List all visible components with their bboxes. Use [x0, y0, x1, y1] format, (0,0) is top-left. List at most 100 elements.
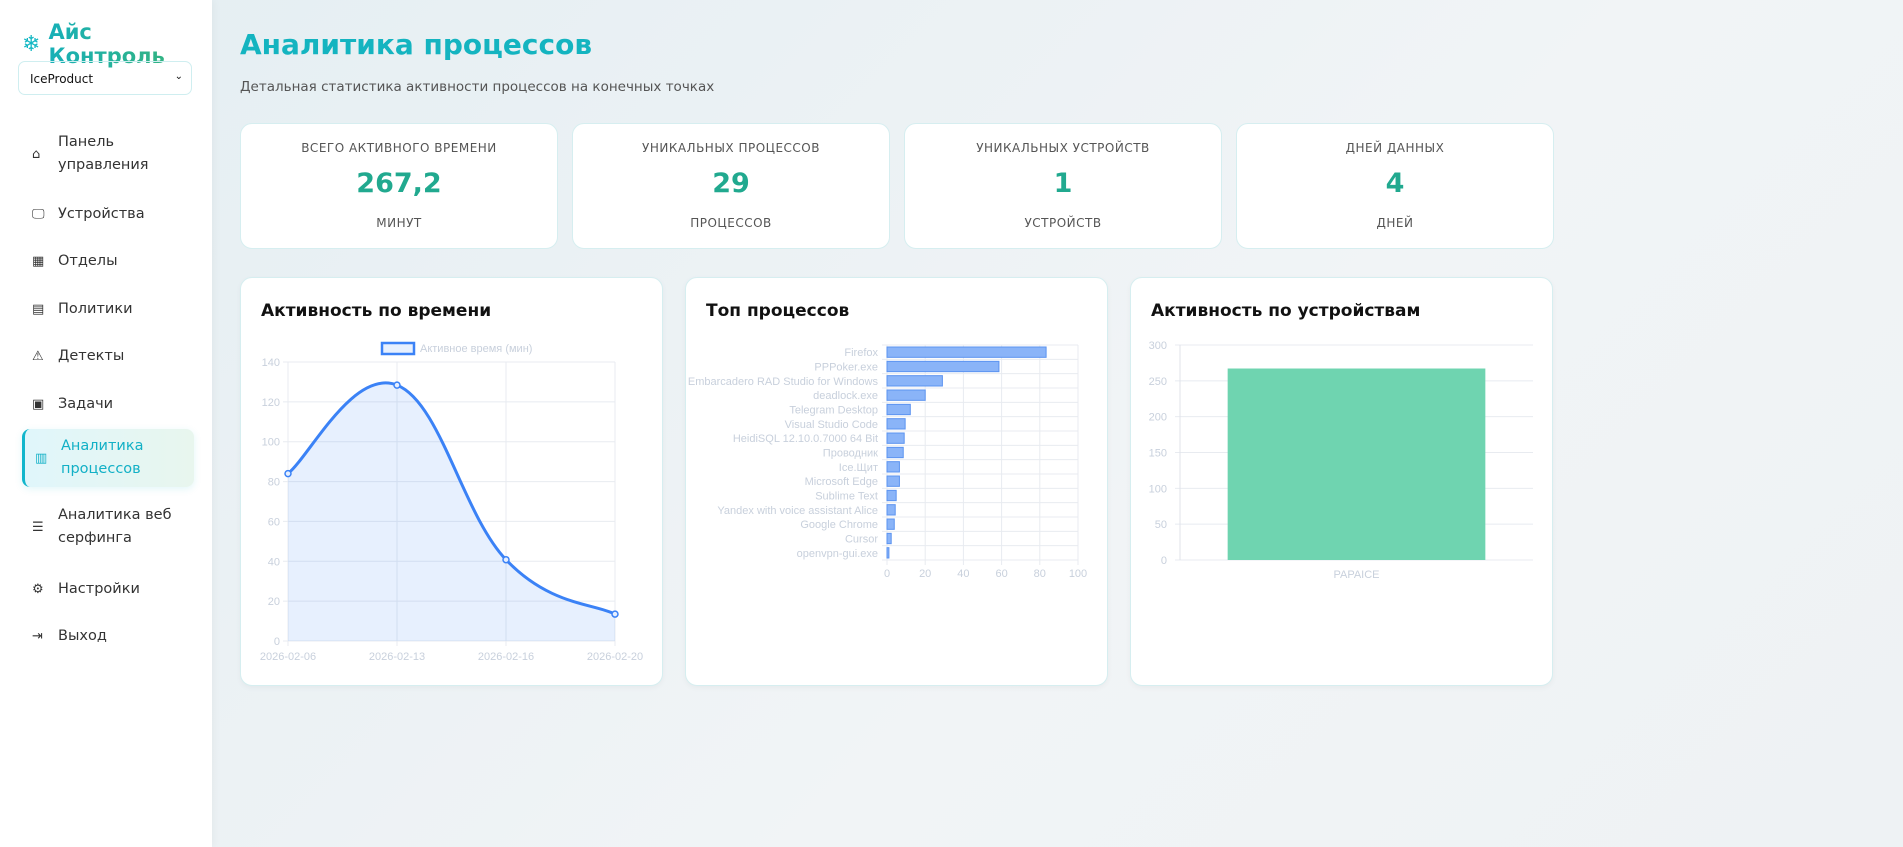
y-tick-label: 120: [262, 397, 280, 409]
card-title: Активность по времени: [261, 301, 492, 321]
bar: [886, 489, 897, 502]
bar: [886, 475, 900, 487]
y-tick-label: 250: [1149, 376, 1167, 388]
sidebar-item-label: Выход: [58, 627, 107, 644]
organization-select[interactable]: IceProduct ⌄: [18, 61, 192, 95]
stat-card: ДНЕЙ ДАННЫХ 4 ДНЕЙ: [1236, 123, 1554, 249]
building-icon: ▦: [32, 253, 45, 269]
bar: [886, 375, 943, 387]
warning-icon: ⚠: [32, 348, 44, 364]
bar: [886, 518, 895, 530]
bar: [886, 504, 896, 516]
list-icon: ☰: [32, 519, 44, 535]
stat-unit: МИНУТ: [376, 216, 422, 230]
x-tick-label: 20: [919, 568, 931, 580]
sidebar-item-1[interactable]: 🖵 Устройства: [22, 202, 194, 226]
legend-swatch: [380, 341, 416, 356]
stat-unit: ПРОЦЕССОВ: [690, 216, 772, 230]
y-tick-label: Google Chrome: [800, 519, 878, 531]
bar: [886, 432, 905, 444]
y-tick-label: 100: [1149, 483, 1167, 495]
sidebar-item-label: Настройки: [58, 580, 140, 597]
clipboard-icon: ▣: [32, 396, 45, 412]
chevron-down-icon: ⌄: [174, 71, 183, 82]
y-tick-label: 100: [262, 437, 280, 449]
data-point: [284, 469, 292, 478]
x-tick-label: 80: [1034, 568, 1046, 580]
area-fill: [288, 382, 615, 641]
bar: [886, 446, 904, 459]
x-tick-label: 2026-02-20: [587, 651, 643, 663]
page-title: Аналитика процессов: [240, 28, 593, 61]
logo[interactable]: ❄ Айс Контроль: [22, 20, 212, 68]
file-icon: ▤: [32, 301, 45, 317]
sidebar-item-label: Задачи: [58, 395, 114, 412]
y-tick-label: Microsoft Edge: [805, 476, 878, 488]
y-tick-label: Embarcadero RAD Studio for Windows: [688, 376, 879, 388]
sidebar-item-label: Устройства: [58, 205, 145, 222]
y-tick-label: Cursor: [845, 534, 878, 546]
x-tick-label: PAPAICE: [1333, 569, 1379, 581]
y-tick-label: 50: [1155, 519, 1167, 531]
y-tick-label: 140: [262, 357, 280, 369]
y-tick-label: 150: [1149, 448, 1167, 460]
stat-value: 267,2: [356, 168, 442, 199]
stat-card: УНИКАЛЬНЫХ ПРОЦЕССОВ 29 ПРОЦЕССОВ: [572, 123, 890, 249]
sidebar-item-label: Аналитика процессов: [61, 438, 144, 477]
y-tick-label: HeidiSQL 12.10.0.7000 64 Bit: [733, 433, 878, 445]
bar: [886, 532, 892, 545]
sidebar-item-0[interactable]: ⌂ Панель управления: [22, 132, 194, 176]
x-tick-label: 2026-02-16: [478, 651, 534, 663]
x-tick-label: 0: [884, 568, 890, 580]
stat-value: 1: [1053, 168, 1073, 199]
card-title: Активность по устройствам: [1151, 301, 1421, 321]
legend-label: Активное время (мин): [420, 343, 532, 355]
series-line: [287, 381, 616, 616]
sidebar: ❄ Айс Контроль IceProduct ⌄ ⌂ Панель управл…: [0, 0, 212, 847]
bar: [886, 461, 900, 473]
sidebar-item-label: Аналитика веб серфинга: [58, 507, 172, 546]
data-point: [611, 610, 619, 618]
y-tick-label: Telegram Desktop: [789, 405, 878, 417]
data-point: [502, 555, 510, 564]
stat-value: 29: [712, 168, 750, 199]
home-icon: ⌂: [32, 146, 41, 162]
y-tick-label: Yandex with voice assistant Alice: [717, 505, 878, 517]
stat-card: ВСЕГО АКТИВНОГО ВРЕМЕНИ 267,2 МИНУТ: [240, 123, 558, 249]
sidebar-item-5[interactable]: ▣ Задачи: [22, 392, 194, 416]
monitor-icon: 🖵: [32, 206, 45, 222]
sidebar-item-7[interactable]: ☰ Аналитика веб серфинга: [22, 505, 194, 549]
stat-value: 4: [1385, 168, 1405, 199]
y-tick-label: deadlock.exe: [813, 390, 878, 402]
sidebar-item-label: Панель управления: [58, 134, 149, 173]
y-tick-label: 20: [268, 596, 280, 608]
sidebar-item-9[interactable]: ⇥ Выход: [22, 624, 194, 648]
x-tick-label: 40: [957, 568, 969, 580]
sidebar-item-label: Отделы: [58, 252, 118, 269]
bar: [886, 389, 926, 401]
sidebar-item-2[interactable]: ▦ Отделы: [22, 249, 194, 273]
x-tick-label: 2026-02-13: [369, 651, 425, 663]
y-tick-label: Sublime Text: [815, 491, 878, 503]
sidebar-item-8[interactable]: ⚙ Настройки: [22, 577, 194, 601]
snowflake-icon: ❄: [22, 31, 41, 57]
x-tick-label: 2026-02-06: [260, 651, 316, 663]
y-tick-label: 60: [268, 516, 280, 528]
bar: [886, 360, 1000, 373]
card-title: Топ процессов: [706, 301, 850, 321]
stat-unit: ДНЕЙ: [1376, 216, 1414, 230]
y-tick-label: Firefox: [844, 347, 878, 359]
stat-card: УНИКАЛЬНЫХ УСТРОЙСТВ 1 УСТРОЙСТВ: [904, 123, 1222, 249]
y-tick-label: Ice.Щит: [839, 462, 878, 474]
sidebar-item-3[interactable]: ▤ Политики: [22, 297, 194, 321]
sidebar-item-6[interactable]: ▥ Аналитика процессов: [22, 429, 194, 487]
stat-unit: УСТРОЙСТВ: [1024, 216, 1102, 230]
y-tick-label: 0: [274, 636, 280, 648]
y-tick-label: 80: [268, 477, 280, 489]
y-tick-label: openvpn-gui.exe: [797, 548, 878, 560]
sidebar-item-4[interactable]: ⚠ Детекты: [22, 344, 194, 368]
x-tick-label: 100: [1069, 568, 1087, 580]
stat-label: ДНЕЙ ДАННЫХ: [1345, 141, 1445, 155]
sidebar-item-label: Политики: [58, 300, 133, 317]
